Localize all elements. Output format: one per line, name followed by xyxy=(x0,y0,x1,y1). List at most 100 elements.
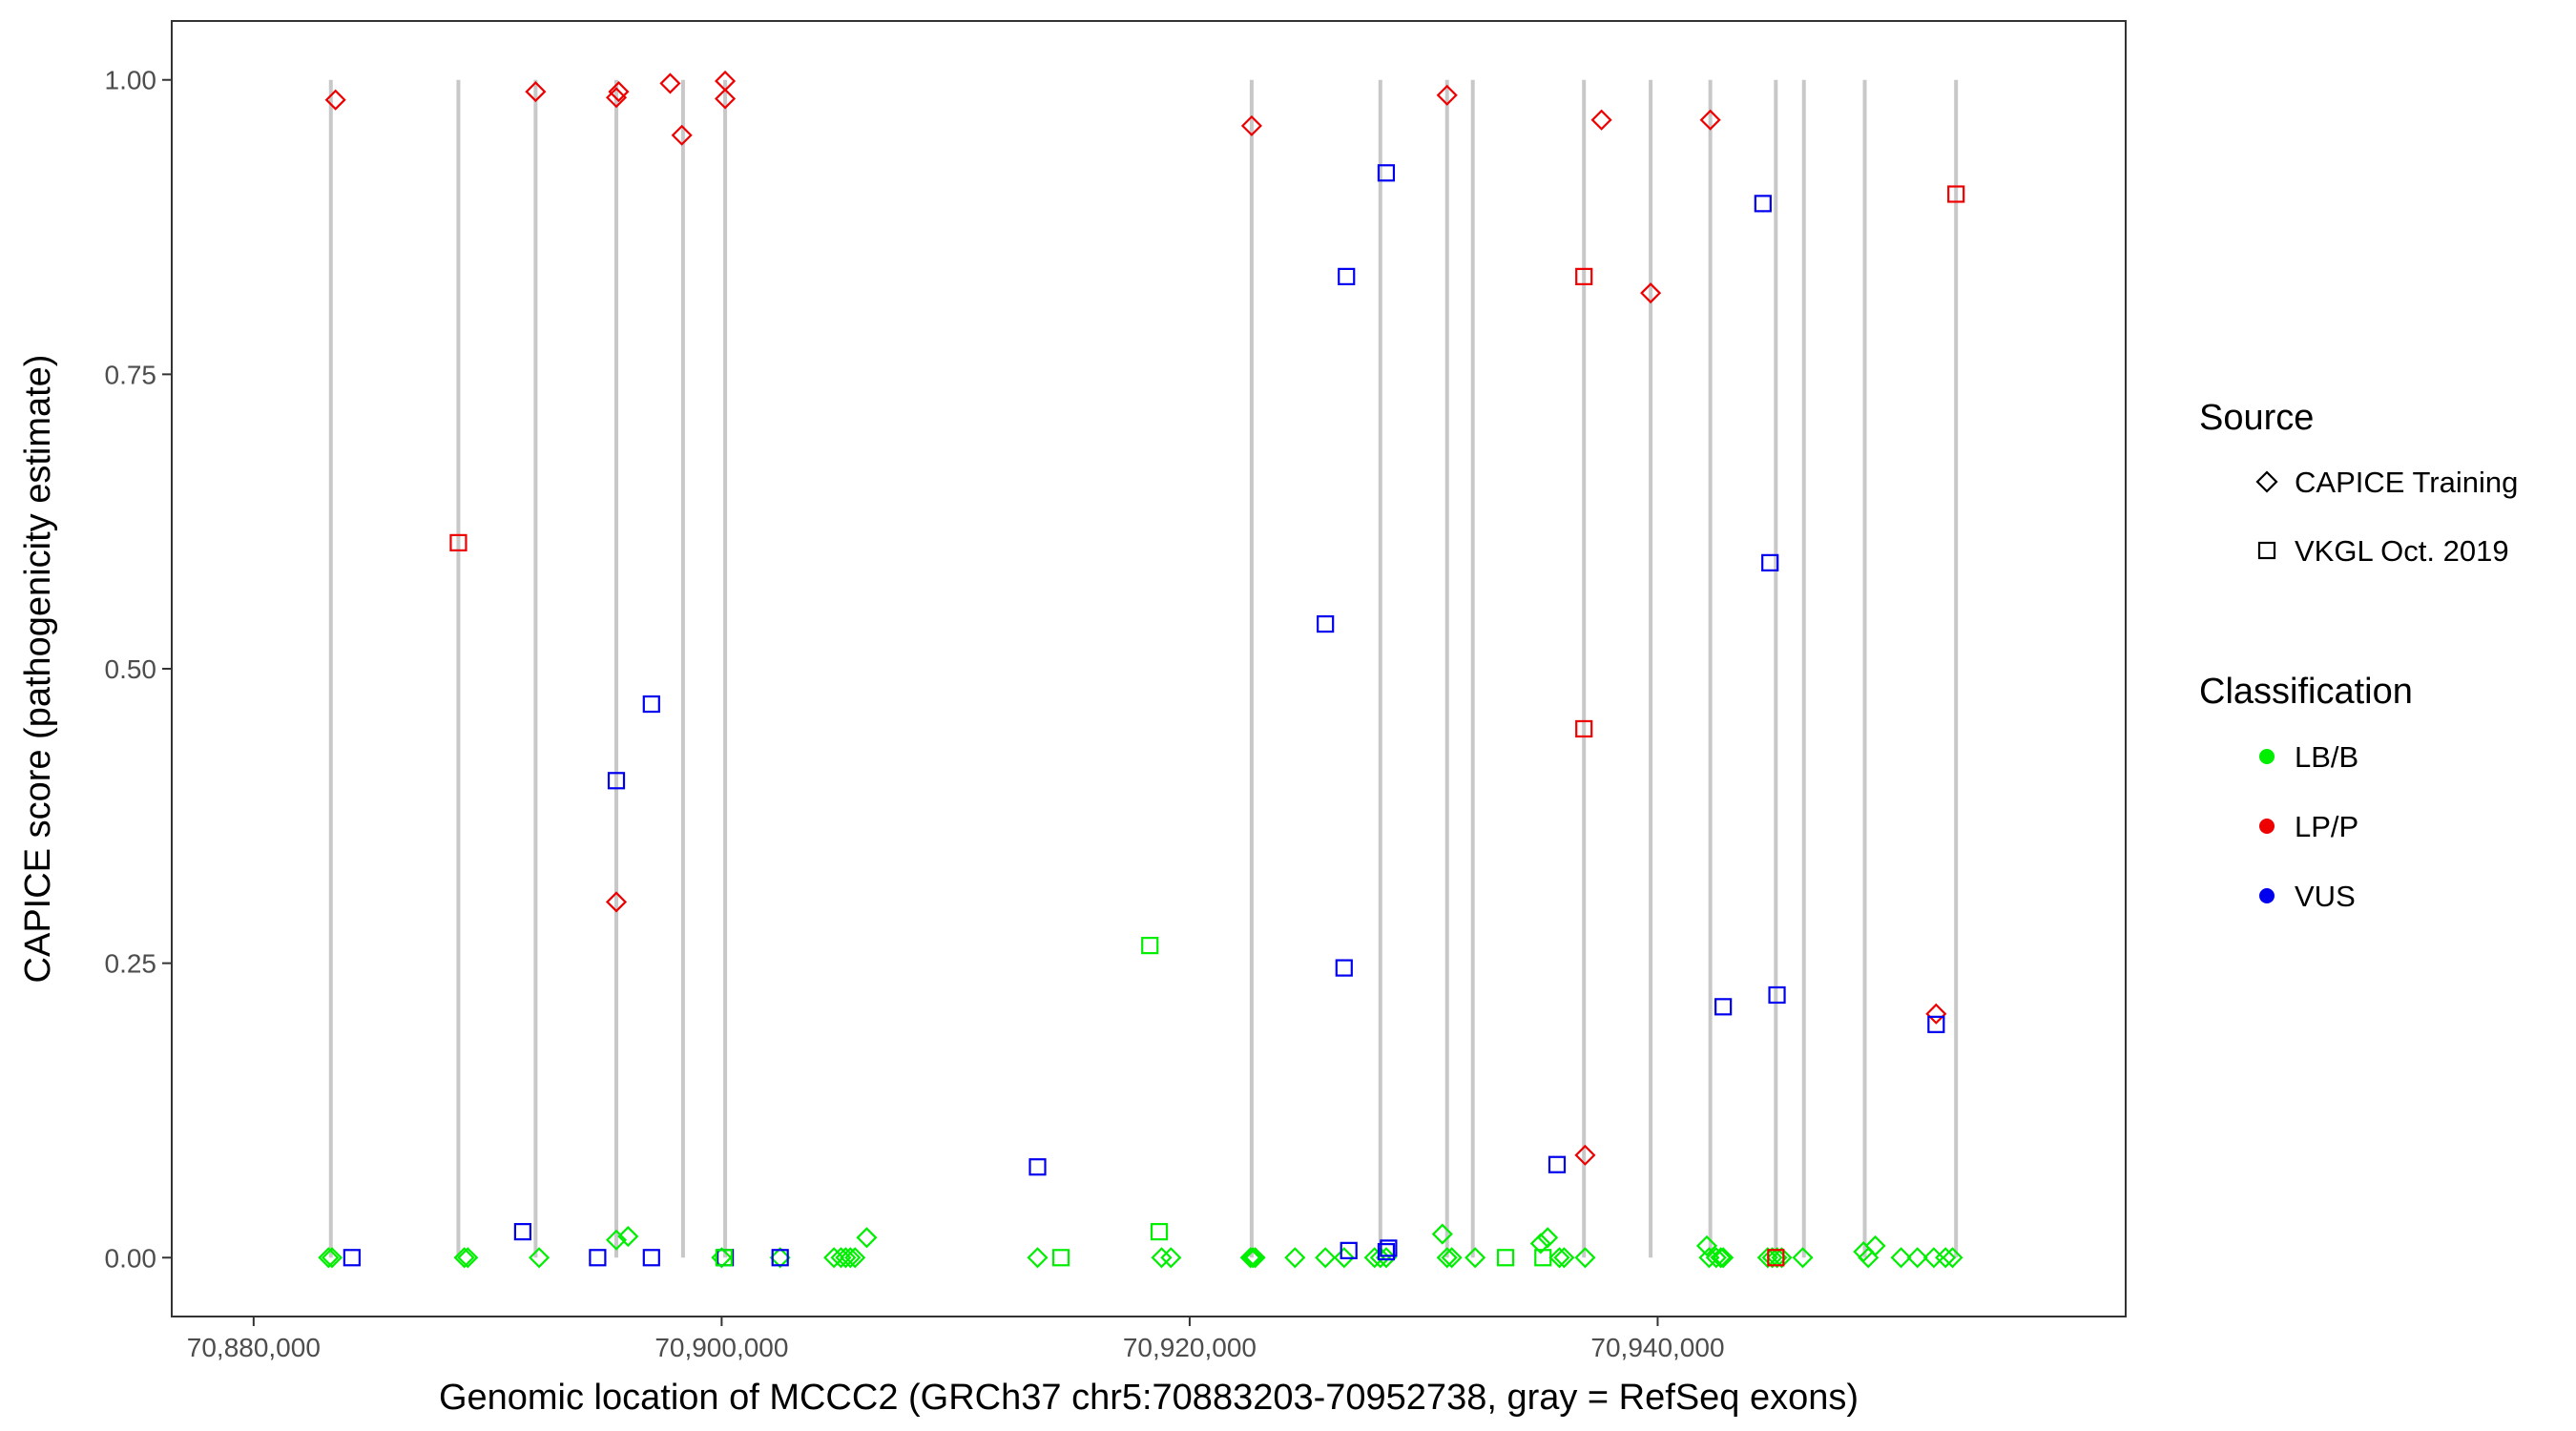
legend: Source CAPICE Training VKGL Oct. 2019 Cl… xyxy=(2199,398,2518,913)
data-point-diamond xyxy=(1244,1247,1266,1269)
data-point-diamond xyxy=(605,891,628,913)
data-point-diamond xyxy=(1284,1247,1306,1269)
data-point-square xyxy=(771,1249,789,1267)
data-point-diamond xyxy=(1864,1234,1886,1256)
data-point-diamond xyxy=(1242,1247,1264,1269)
data-point-diamond xyxy=(1574,1144,1596,1166)
data-point-diamond xyxy=(830,1247,852,1269)
legend-diamond-key xyxy=(2255,470,2278,493)
data-point-diamond xyxy=(1890,1247,1912,1269)
data-point-diamond xyxy=(605,87,628,109)
data-point-square xyxy=(1761,553,1779,571)
data-point-square xyxy=(1548,1155,1567,1173)
y-axis-title: CAPICE score (pathogenicity estimate) xyxy=(18,355,58,984)
x-tick-label: 70,920,000 xyxy=(1123,1333,1257,1362)
data-point-square xyxy=(1028,1158,1047,1176)
x-tick-label: 70,940,000 xyxy=(1590,1333,1724,1362)
legend-source-item-capice: CAPICE Training xyxy=(2295,466,2518,499)
legend-source-title: Source xyxy=(2199,398,2314,438)
data-point-square xyxy=(1767,1249,1785,1267)
data-point-diamond xyxy=(835,1247,857,1269)
data-point-diamond xyxy=(1710,1247,1732,1269)
data-point-diamond xyxy=(453,1247,475,1269)
data-point-diamond xyxy=(1935,1247,1957,1269)
data-point-square xyxy=(715,1249,733,1267)
data-point-diamond xyxy=(840,1247,862,1269)
data-point-square xyxy=(343,1249,361,1267)
data-point-square xyxy=(1377,164,1396,182)
data-point-diamond xyxy=(1529,1233,1551,1255)
data-point-diamond xyxy=(1240,114,1262,136)
data-point-diamond xyxy=(617,1225,639,1248)
data-point-square xyxy=(1714,998,1733,1016)
data-point-diamond xyxy=(1761,1247,1783,1269)
data-point-square xyxy=(1927,1015,1945,1033)
y-tick-label: 0.50 xyxy=(105,654,157,684)
data-point-square xyxy=(1534,1249,1552,1267)
legend-class-item-lbb: LB/B xyxy=(2295,740,2358,774)
data-point-diamond xyxy=(318,1247,340,1269)
data-point-square xyxy=(1496,1249,1515,1267)
data-point-square xyxy=(513,1223,532,1241)
data-point-diamond xyxy=(321,1247,343,1269)
data-point-diamond xyxy=(1151,1247,1173,1269)
data-point-square xyxy=(642,695,660,714)
plot-panel-background xyxy=(172,21,2126,1317)
y-tick-label: 0.75 xyxy=(105,360,157,389)
data-point-square xyxy=(1340,1241,1358,1259)
data-point-diamond xyxy=(1699,109,1721,131)
data-points xyxy=(318,70,1965,1269)
data-point-square xyxy=(1141,937,1159,955)
data-point-diamond xyxy=(1315,1247,1337,1269)
legend-class-item-lpp: LP/P xyxy=(2295,810,2358,843)
data-point-diamond xyxy=(1160,1247,1182,1269)
data-point-square xyxy=(1377,1242,1396,1261)
data-point-diamond xyxy=(1436,84,1458,106)
data-point-diamond xyxy=(1537,1227,1559,1249)
legend-square-key xyxy=(2257,541,2276,560)
data-point-diamond xyxy=(1333,1247,1355,1269)
data-point-square xyxy=(642,1249,660,1267)
legend-lbb-key xyxy=(2259,749,2275,764)
data-point-diamond xyxy=(608,81,630,103)
data-point-square xyxy=(1380,1239,1398,1257)
data-point-diamond xyxy=(1705,1247,1727,1269)
data-point-diamond xyxy=(1239,1247,1261,1269)
legend-lpp-key xyxy=(2259,819,2275,834)
data-point-square xyxy=(607,772,626,790)
data-point-diamond xyxy=(1553,1247,1575,1269)
data-point-diamond xyxy=(671,124,693,146)
data-point-diamond xyxy=(1695,1234,1718,1256)
data-point-square xyxy=(1768,985,1786,1005)
data-point-diamond xyxy=(1590,109,1612,131)
data-point-diamond xyxy=(525,81,547,103)
y-tick-label: 0.00 xyxy=(105,1243,157,1273)
data-point-diamond xyxy=(715,88,737,110)
y-axis: 0.00 0.25 0.50 0.75 1.00 xyxy=(105,66,172,1273)
x-tick-label: 70,880,000 xyxy=(187,1333,321,1362)
y-tick-label: 0.25 xyxy=(105,949,157,979)
data-point-square xyxy=(1575,719,1593,738)
y-tick-label: 1.00 xyxy=(105,66,157,95)
data-point-diamond xyxy=(1792,1247,1814,1269)
data-point-diamond xyxy=(1027,1247,1049,1269)
data-point-square xyxy=(1575,267,1593,285)
data-point-square xyxy=(1150,1223,1169,1241)
data-point-diamond xyxy=(605,1229,628,1251)
legend-vus-key xyxy=(2259,888,2275,903)
data-point-diamond xyxy=(324,89,346,111)
data-point-square xyxy=(1317,614,1335,633)
data-point-diamond xyxy=(769,1247,791,1269)
data-point-diamond xyxy=(1640,282,1662,304)
data-point-square xyxy=(1754,195,1772,213)
data-point-diamond xyxy=(1548,1247,1570,1269)
legend-class-title: Classification xyxy=(2199,672,2413,712)
data-point-diamond xyxy=(1906,1247,1928,1269)
data-point-diamond xyxy=(1756,1247,1778,1269)
data-point-diamond xyxy=(1771,1247,1793,1269)
data-point-diamond xyxy=(856,1227,878,1249)
data-point-diamond xyxy=(1369,1247,1391,1269)
x-axis: 70,880,000 70,900,000 70,920,000 70,940,000 xyxy=(187,1317,1725,1362)
data-point-diamond xyxy=(529,1247,551,1269)
